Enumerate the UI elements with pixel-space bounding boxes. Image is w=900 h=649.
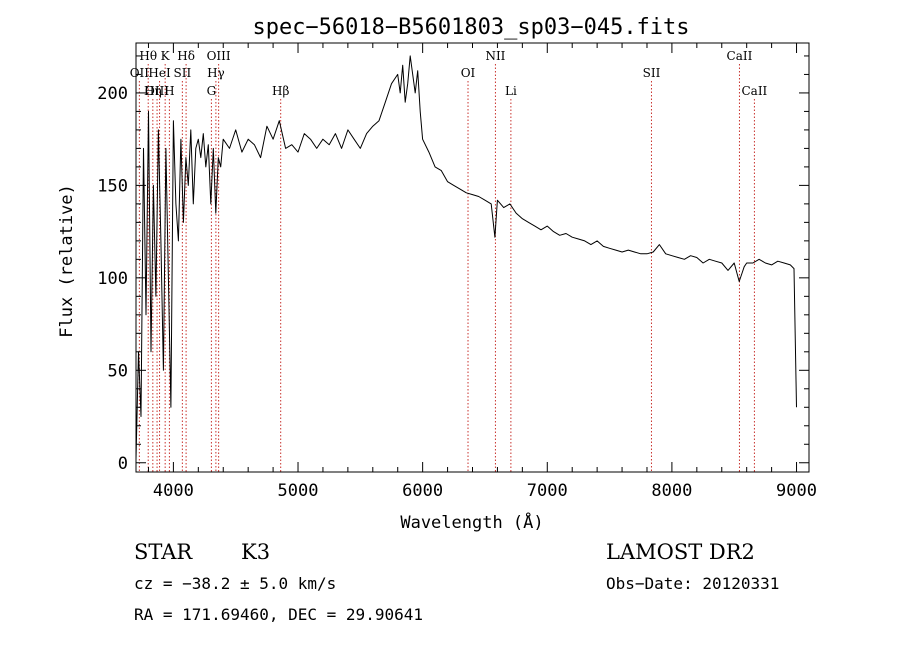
spectrum-series xyxy=(135,55,797,460)
line-marker-label-0: Hθ xyxy=(139,49,157,63)
x-tick-label-5: 9000 xyxy=(776,481,817,501)
radec-text: RA = 171.69460, DEC = 29.90641 xyxy=(134,605,423,624)
obs-date-text: Obs−Date: 20120331 xyxy=(606,574,779,593)
line-marker-label-13: Hη xyxy=(144,84,162,98)
y-tick-label-3: 150 xyxy=(97,176,128,196)
y-tick-label-1: 50 xyxy=(108,361,128,381)
line-marker-label-6: OII xyxy=(130,66,150,80)
line-marker-label-5: CaII xyxy=(727,49,753,63)
object-subclass: K3 xyxy=(241,540,270,564)
axis-ticks: 4000 5000 6000 7000 8000 9000 0 50 100 150 200 xyxy=(97,43,817,501)
line-marker-label-17: Li xyxy=(505,84,517,98)
line-marker-label-3: OIII xyxy=(207,49,231,63)
line-marker-label-2: Hδ xyxy=(177,49,195,63)
spectrum-line-0 xyxy=(135,55,797,460)
object-class: STAR xyxy=(134,540,193,564)
line-marker-label-15: G xyxy=(207,84,217,98)
x-tick-label-2: 6000 xyxy=(402,481,443,501)
line-marker-label-12: OIII xyxy=(145,84,169,98)
line-marker-label-18: CaII xyxy=(741,84,767,98)
line-marker-label-7: HeI xyxy=(148,66,171,80)
x-tick-label-4: 8000 xyxy=(651,481,692,501)
y-axis-label: Flux (relative) xyxy=(57,184,77,338)
x-tick-label-1: 5000 xyxy=(278,481,319,501)
x-tick-label-0: 4000 xyxy=(153,481,194,501)
line-marker-label-1: K xyxy=(161,49,171,63)
y-tick-label-0: 0 xyxy=(118,454,128,474)
line-marker-label-16: Hβ xyxy=(272,84,289,98)
line-marker-label-14: H xyxy=(164,84,174,98)
survey-name: LAMOST DR2 xyxy=(606,540,755,564)
line-marker-label-10: OI xyxy=(461,66,476,80)
plot-frame xyxy=(135,42,810,473)
line-marker-label-11: SII xyxy=(643,66,661,80)
line-marker-label-9: Hγ xyxy=(207,66,225,80)
redshift-text: cz = −38.2 ± 5.0 km/s xyxy=(134,574,336,593)
x-tick-label-3: 7000 xyxy=(527,481,568,501)
y-tick-label-2: 100 xyxy=(97,269,128,289)
line-marker-label-4: NII xyxy=(485,49,505,63)
x-axis-label: Wavelength (Å) xyxy=(400,511,543,533)
y-tick-label-4: 200 xyxy=(97,84,128,104)
line-marker-label-8: SII xyxy=(174,66,192,80)
chart-title: spec−56018−B5601803_sp03−045.fits xyxy=(252,15,689,40)
